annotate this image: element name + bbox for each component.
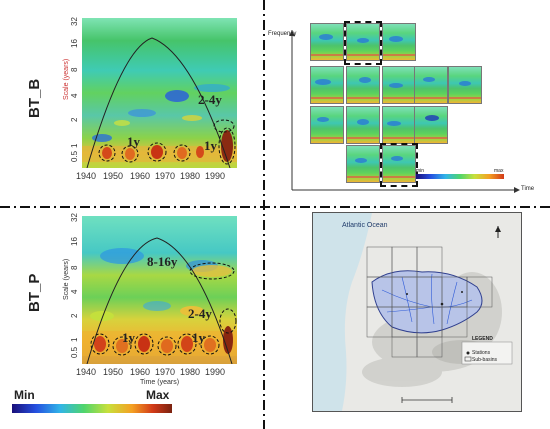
thumbnail <box>382 66 416 104</box>
wavelet-spectrum-bt-p <box>82 216 237 364</box>
time-axis-label: Time <box>521 186 535 192</box>
colorbar-gradient <box>12 404 172 413</box>
thumbnail <box>382 23 416 61</box>
x-tick: 1980 <box>180 171 201 181</box>
x-axis-title: Time (years) <box>140 379 180 386</box>
selected-thumbnail-frame <box>380 143 418 187</box>
y-tick: 32 <box>70 17 79 26</box>
frequency-axis-label: Frequency <box>268 31 297 37</box>
legend-subbasins: Sub-basins <box>472 357 498 363</box>
y-tick: 4 <box>70 289 79 294</box>
y-tick: 1 <box>70 143 79 148</box>
map-frame <box>312 212 522 412</box>
annotation-2-4y: 2-4y <box>188 306 212 321</box>
x-tick: 1950 <box>103 171 124 181</box>
series-label-bt-b: BT_B <box>26 78 43 118</box>
x-tick: 1950 <box>103 367 124 377</box>
y-tick: 8 <box>70 67 79 72</box>
legend-title: LEGEND <box>472 336 493 342</box>
x-tick: 1940 <box>76 171 97 181</box>
x-tick: 1980 <box>180 367 201 377</box>
annotation-2-4y: 2-4y <box>198 92 222 107</box>
thumbnail <box>346 23 380 61</box>
colorbar-min-label: Min <box>14 388 35 402</box>
grid-axes <box>289 30 520 193</box>
y-axis-title: Scale (years) <box>63 258 70 300</box>
thumbnail <box>448 66 482 104</box>
y-tick: 32 <box>70 213 79 222</box>
x-tick: 1990 <box>205 367 226 377</box>
x-tick: 1960 <box>130 367 151 377</box>
thumbnail <box>346 145 380 183</box>
annotation-1y: 1y <box>204 138 217 153</box>
annotation-8-16y: 8-16y <box>147 254 178 269</box>
grid-colorbar-max: max <box>494 168 504 174</box>
thumbnail <box>310 106 344 144</box>
x-tick: 1970 <box>155 367 176 377</box>
y-tick: 1 <box>70 337 79 342</box>
selected-thumbnail-frame <box>344 21 382 65</box>
thumbnail <box>346 66 380 104</box>
thumbnail <box>346 106 380 144</box>
thumbnail <box>414 66 448 104</box>
y-tick: 0.5 <box>70 346 79 358</box>
annotation-1y: 1y <box>127 134 140 149</box>
series-label-bt-p: BT_P <box>26 273 43 312</box>
thumbnail <box>310 66 344 104</box>
wavelet-spectrum-bt-b <box>82 18 237 168</box>
legend-stations: Stations <box>472 350 491 356</box>
y-tick: 8 <box>70 265 79 270</box>
grid-colorbar-min: min <box>416 168 425 174</box>
y-axis-title: Scale (years) <box>63 58 70 100</box>
y-tick: 2 <box>70 313 79 318</box>
thumbnail <box>382 145 416 183</box>
y-tick: 16 <box>70 237 79 246</box>
x-tick: 1990 <box>205 171 226 181</box>
y-tick: 0.5 <box>70 150 79 162</box>
x-tick: 1940 <box>76 367 97 377</box>
y-tick: 4 <box>70 93 79 98</box>
x-tick: 1960 <box>130 171 151 181</box>
annotation-1y: 1y <box>192 330 205 345</box>
x-tick: 1970 <box>155 171 176 181</box>
y-tick: 16 <box>70 39 79 48</box>
y-tick: 2 <box>70 117 79 122</box>
thumbnail <box>310 23 344 61</box>
thumbnail <box>382 106 416 144</box>
colorbar-max-label: Max <box>146 388 170 402</box>
thumbnail <box>414 106 448 144</box>
annotation-1y: 1y <box>122 330 135 345</box>
grid-colorbar <box>416 174 504 179</box>
ocean-label: Atlantic Ocean <box>342 222 388 229</box>
